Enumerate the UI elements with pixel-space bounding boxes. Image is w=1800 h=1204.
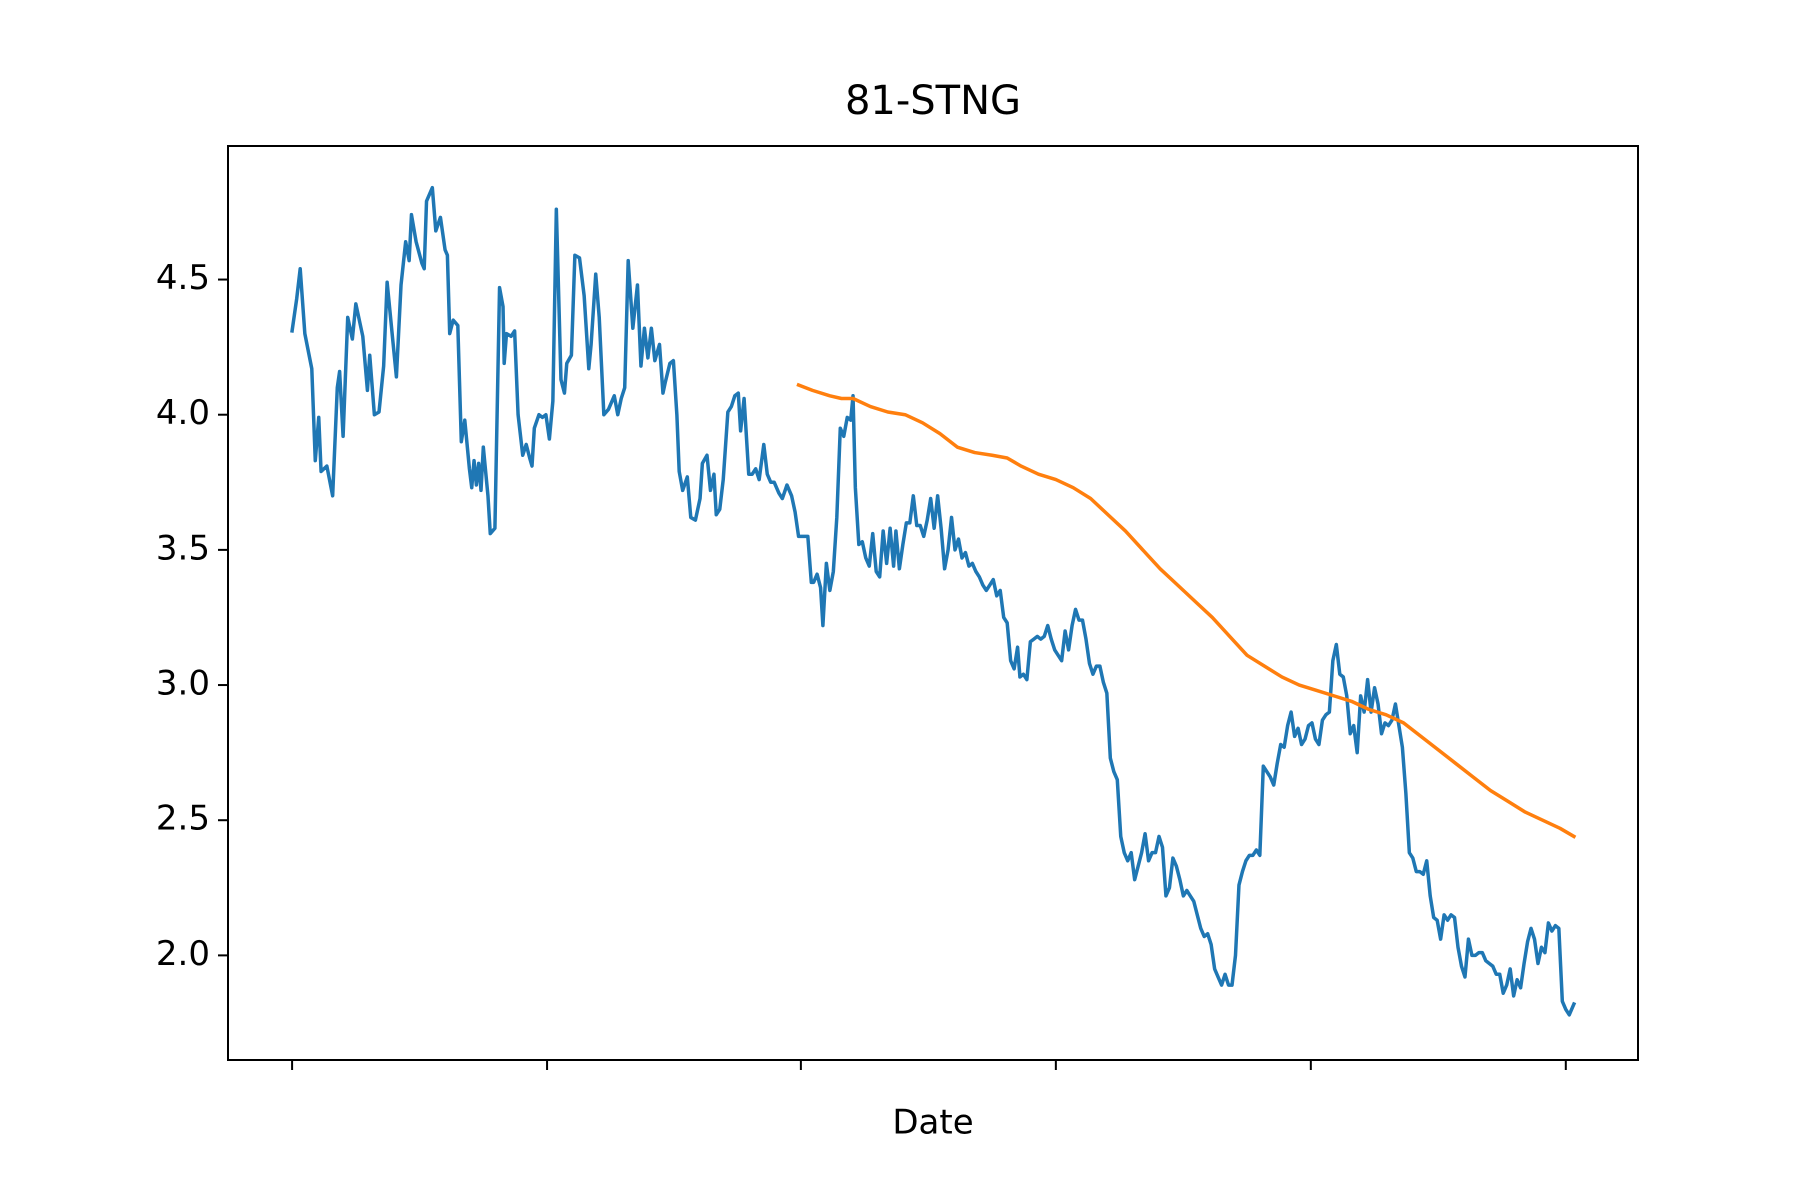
chart-title: 81-STNG xyxy=(845,78,1021,124)
y-tick-label: 2.0 xyxy=(156,934,210,974)
y-tick-label: 3.5 xyxy=(156,528,210,568)
axes-frame xyxy=(227,145,1639,1061)
series-line xyxy=(290,185,1577,1017)
y-tick-label: 2.5 xyxy=(156,799,210,839)
x-axis-label: Date xyxy=(892,1103,973,1143)
plot-area: 2.0 2.5 3.0 3.5 4.0 4.5 xyxy=(156,185,1577,1070)
y-tick-label: 3.0 xyxy=(156,664,210,704)
y-tick-label: 4.0 xyxy=(156,393,210,433)
y-tick-label: 4.5 xyxy=(156,258,210,298)
series-line xyxy=(796,382,1577,839)
